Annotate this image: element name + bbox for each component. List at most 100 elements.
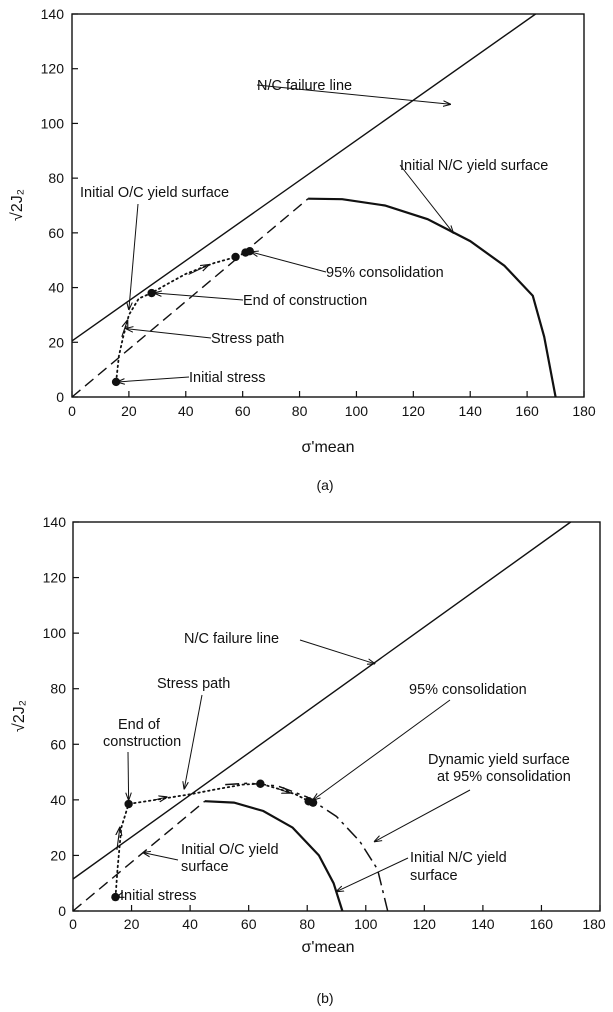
x-tick-label: 140 bbox=[471, 916, 495, 932]
x-tick-label: 120 bbox=[402, 403, 426, 419]
annotation-label: surface bbox=[410, 868, 458, 884]
annotation-leader-arrow bbox=[337, 857, 409, 892]
x-tick-label: 0 bbox=[68, 403, 76, 419]
stress-path-arrow bbox=[154, 797, 167, 800]
x-tick-label: 120 bbox=[413, 916, 437, 932]
annotation-label: Initial O/C yield bbox=[181, 842, 279, 858]
annotation-label: at 95% consolidation bbox=[437, 769, 571, 785]
series-line-stress-path bbox=[115, 250, 250, 383]
stress-path-arrow bbox=[121, 320, 128, 337]
annotation-leader-arrow bbox=[313, 699, 451, 800]
stress-path-arrow bbox=[188, 265, 209, 275]
x-tick-label: 60 bbox=[241, 916, 257, 932]
annotation-leader-arrow bbox=[256, 84, 450, 104]
y-tick-label: 20 bbox=[50, 847, 66, 863]
y-axis-label-b: √2J₂ bbox=[11, 700, 28, 732]
x-tick-label: 60 bbox=[235, 403, 251, 419]
y-tick-label: 120 bbox=[41, 61, 65, 77]
annotation-label: 95% consolidation bbox=[409, 682, 527, 698]
series-line-failure-line bbox=[71, 13, 537, 342]
plot-frame-b bbox=[72, 521, 601, 912]
annotation-label: construction bbox=[103, 734, 181, 750]
annotation-leader-arrow bbox=[375, 789, 471, 842]
y-tick-label: 80 bbox=[48, 170, 64, 186]
annotation-label: 95% consolidation bbox=[326, 265, 444, 281]
chart-panel-a: 0 20 40 60 80 100 120 140 160 180 0 20 4… bbox=[9, 6, 596, 493]
annotation-leader-arrow bbox=[128, 751, 129, 800]
y-tick-label: 140 bbox=[43, 514, 67, 530]
x-tick-label: 20 bbox=[121, 403, 137, 419]
series-line-failure-line bbox=[72, 521, 572, 880]
series-line-nc-yield bbox=[308, 197, 557, 398]
x-axis-label-a: σ'mean bbox=[302, 439, 355, 456]
annotation-label: Initial stress bbox=[189, 370, 266, 386]
annotation-label: N/C failure line bbox=[257, 78, 352, 94]
annotation-label: Initial stress bbox=[120, 888, 197, 904]
x-tick-label: 100 bbox=[345, 403, 369, 419]
annotation-leader-arrow bbox=[184, 694, 203, 789]
x-axis-label-b: σ'mean bbox=[302, 939, 355, 956]
annotation-leader-arrow bbox=[143, 853, 179, 861]
data-point-marker bbox=[124, 799, 133, 809]
annotation-label: Stress path bbox=[157, 676, 230, 692]
x-tick-label: 180 bbox=[572, 403, 596, 419]
x-tick-label: 140 bbox=[459, 403, 483, 419]
y-tick-label: 0 bbox=[58, 903, 66, 919]
x-axis-a: 0 20 40 60 80 100 120 140 160 180 bbox=[68, 403, 596, 419]
chart-panel-b: 0 20 40 60 80 100 120 140 160 180 0 20 4… bbox=[11, 514, 606, 1006]
annotation-leader-arrow bbox=[299, 639, 375, 664]
y-axis-b: 0 20 40 60 80 100 120 140 bbox=[43, 514, 67, 919]
y-tick-label: 60 bbox=[48, 225, 64, 241]
annotation-label: Stress path bbox=[211, 331, 284, 347]
x-tick-label: 80 bbox=[299, 916, 315, 932]
annotation-label: N/C failure line bbox=[184, 631, 279, 647]
annotation-leader-arrow bbox=[154, 293, 244, 301]
x-tick-label: 100 bbox=[354, 916, 378, 932]
x-tick-label: 40 bbox=[182, 916, 198, 932]
plot-frame-a bbox=[71, 13, 585, 398]
annotation-label: End of bbox=[118, 717, 161, 733]
x-tick-label: 80 bbox=[292, 403, 308, 419]
series-line-oc-line bbox=[71, 198, 309, 398]
chart-marks-b bbox=[72, 521, 601, 912]
annotation-leader-arrow bbox=[118, 376, 190, 382]
annotation-label: surface bbox=[181, 859, 229, 875]
y-tick-label: 100 bbox=[43, 625, 67, 641]
y-tick-label: 140 bbox=[41, 6, 65, 22]
x-axis-b: 0 20 40 60 80 100 120 140 160 180 bbox=[69, 916, 606, 932]
y-tick-label: 120 bbox=[43, 570, 67, 586]
y-axis-label-a: √2J₂ bbox=[9, 189, 26, 221]
x-tick-label: 40 bbox=[178, 403, 194, 419]
data-point-marker bbox=[245, 246, 254, 256]
annotation-label: Initial N/C yield surface bbox=[400, 158, 548, 174]
panel-label-b: (b) bbox=[316, 990, 333, 1006]
series-line-oc-line bbox=[72, 800, 206, 912]
y-tick-label: 0 bbox=[56, 389, 64, 405]
chart-marks-a bbox=[71, 13, 585, 398]
annotation-label: Initial O/C yield surface bbox=[80, 185, 229, 201]
annotation-label: Dynamic yield surface bbox=[428, 752, 570, 768]
x-tick-label: 0 bbox=[69, 916, 77, 932]
y-tick-label: 20 bbox=[48, 334, 64, 350]
annotation-leader-arrow bbox=[251, 252, 327, 273]
stress-path-arrow bbox=[277, 789, 290, 793]
y-tick-label: 40 bbox=[50, 792, 66, 808]
annotation-leader-arrow bbox=[117, 896, 120, 897]
annotation-label: End of construction bbox=[243, 293, 367, 309]
annotation-leader-arrow bbox=[129, 203, 139, 309]
y-tick-label: 60 bbox=[50, 736, 66, 752]
panel-label-a: (a) bbox=[316, 477, 333, 493]
y-tick-label: 100 bbox=[41, 115, 65, 131]
data-point-marker bbox=[256, 779, 265, 788]
x-tick-label: 160 bbox=[530, 916, 554, 932]
y-tick-label: 40 bbox=[48, 280, 64, 296]
x-tick-label: 160 bbox=[515, 403, 539, 419]
stress-path-arrow bbox=[117, 828, 120, 850]
series-line-nc-yield bbox=[204, 800, 344, 912]
x-tick-label: 20 bbox=[124, 916, 140, 932]
annotation-label: Initial N/C yield bbox=[410, 850, 507, 866]
x-tick-label: 180 bbox=[582, 916, 606, 932]
annotation-leader-arrow bbox=[126, 329, 212, 339]
y-tick-label: 80 bbox=[50, 681, 66, 697]
